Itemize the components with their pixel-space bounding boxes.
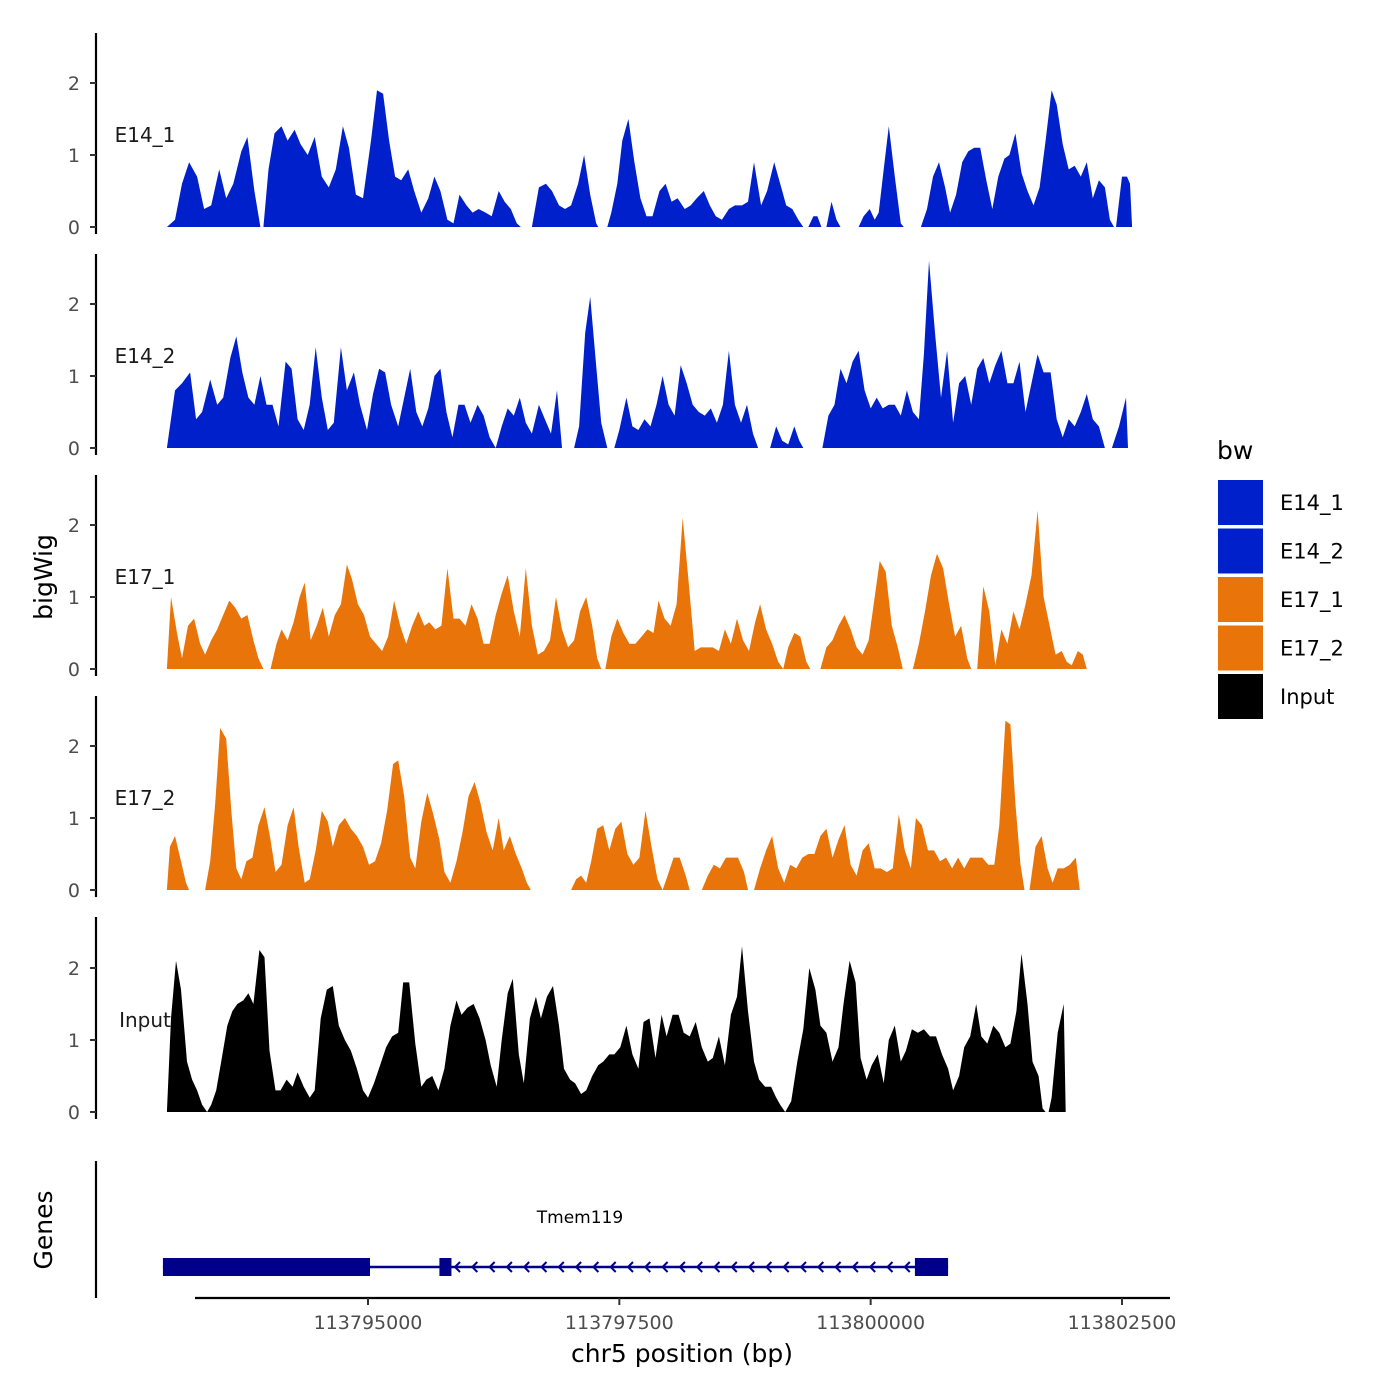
genes-track: Genes Tmem119 [29,1161,949,1298]
gene-exon [439,1258,452,1276]
strand-arrow [591,1261,600,1273]
gene-tmem119: Tmem119 [162,1208,949,1276]
track-label: E17_1 [115,565,176,589]
area-e14_2 [166,260,1128,448]
y-tick-label: 1 [68,1030,80,1052]
legend-swatch [1218,528,1263,574]
legend-label: E14_1 [1280,491,1344,516]
strand-arrow [816,1261,825,1273]
strand-arrow [730,1261,738,1273]
y-tick-label: 0 [68,880,80,902]
strand-arrow [903,1261,911,1273]
strand-arrow [453,1261,461,1273]
area-e14_1 [166,90,1133,227]
strand-arrow [626,1261,634,1273]
strand-arrow [747,1261,755,1273]
strand-arrow [678,1261,686,1273]
legend-item-input: Input [1218,674,1334,719]
area-e17_1 [166,510,1087,669]
legend: bw E14_1 E14_2 E17_1 E17_2 Input [1217,436,1344,719]
y-tick-label: 2 [68,515,80,537]
legend-item-e14_2: E14_2 [1218,528,1344,574]
y-tick-label: 1 [68,366,80,388]
x-axis: chr5 position (bp) 113795000 113797500 113… [195,1296,1177,1368]
strand-arrow [851,1261,859,1273]
legend-item-e17_2: E17_2 [1218,625,1344,671]
track-label: E17_2 [115,786,176,810]
y-tick-label: 2 [68,736,80,758]
strand-arrow [470,1261,479,1273]
area-e17_2 [166,720,1080,890]
strand-arrow [695,1261,703,1273]
legend-label: Input [1280,685,1334,709]
area-input [166,946,1066,1112]
legend-label: E17_1 [1280,588,1344,613]
strand-arrow [713,1261,721,1273]
legend-item-e17_1: E17_1 [1218,577,1344,622]
signal-tracks: 0 1 2 E14_1 0 1 2 E14_2 0 1 2 E17_1 0 1 2 E17_2 0 1 2 Input [68,33,1133,1124]
y-tick-label: 1 [68,587,80,609]
x-tick-label: 113795000 [314,1312,423,1334]
strand-arrow [643,1261,652,1273]
y-tick-label: 0 [68,1102,80,1124]
strand-arrow [886,1261,894,1273]
track-label: Input [119,1008,171,1032]
legend-swatch [1218,577,1263,622]
strand-arrow [540,1261,548,1273]
strand-arrow [609,1261,617,1273]
legend-title: bw [1217,436,1253,465]
legend-swatch [1218,674,1263,719]
strand-arrow [799,1261,807,1273]
track-e17_2: 0 1 2 E17_2 [68,696,1080,902]
legend-swatch [1218,625,1263,671]
gene-exon [914,1258,949,1276]
track-label: E14_2 [115,344,176,368]
strand-arrow [557,1261,565,1273]
strand-arrow [574,1261,582,1273]
genes-axis-title: Genes [29,1190,58,1269]
strand-arrow [764,1261,773,1273]
y-tick-label: 0 [68,659,80,681]
x-tick-label: 113800000 [816,1312,925,1334]
gene-exon [162,1258,371,1276]
gene-label: Tmem119 [536,1208,623,1228]
y-axis-title: bigWig [29,534,58,620]
strand-arrow [782,1261,790,1273]
track-input: 0 1 2 Input [68,917,1066,1124]
x-tick-label: 113802500 [1068,1312,1177,1334]
x-axis-title: chr5 position (bp) [571,1339,793,1368]
y-tick-label: 1 [68,808,80,830]
y-tick-label: 2 [68,73,80,95]
y-tick-label: 0 [68,438,80,460]
track-e17_1: 0 1 2 E17_1 [68,475,1087,681]
strand-arrow [868,1261,876,1273]
y-tick-label: 2 [68,958,80,980]
legend-label: E17_2 [1280,637,1344,662]
y-tick-label: 1 [68,145,80,167]
track-label: E14_1 [115,123,176,147]
y-tick-label: 2 [68,294,80,316]
strand-arrow [522,1261,530,1273]
track-e14_2: 0 1 2 E14_2 [68,254,1128,460]
strand-arrow [834,1261,842,1273]
strand-arrow [488,1261,496,1273]
y-axis-title-group: bigWig [29,534,58,620]
legend-swatch [1218,480,1263,525]
y-tick-label: 0 [68,217,80,239]
x-tick-label: 113797500 [565,1312,674,1334]
legend-label: E14_2 [1280,540,1344,565]
strand-arrow [661,1261,669,1273]
strand-arrow [505,1261,513,1273]
track-e14_1: 0 1 2 E14_1 [68,33,1133,239]
legend-item-e14_1: E14_1 [1218,480,1344,525]
